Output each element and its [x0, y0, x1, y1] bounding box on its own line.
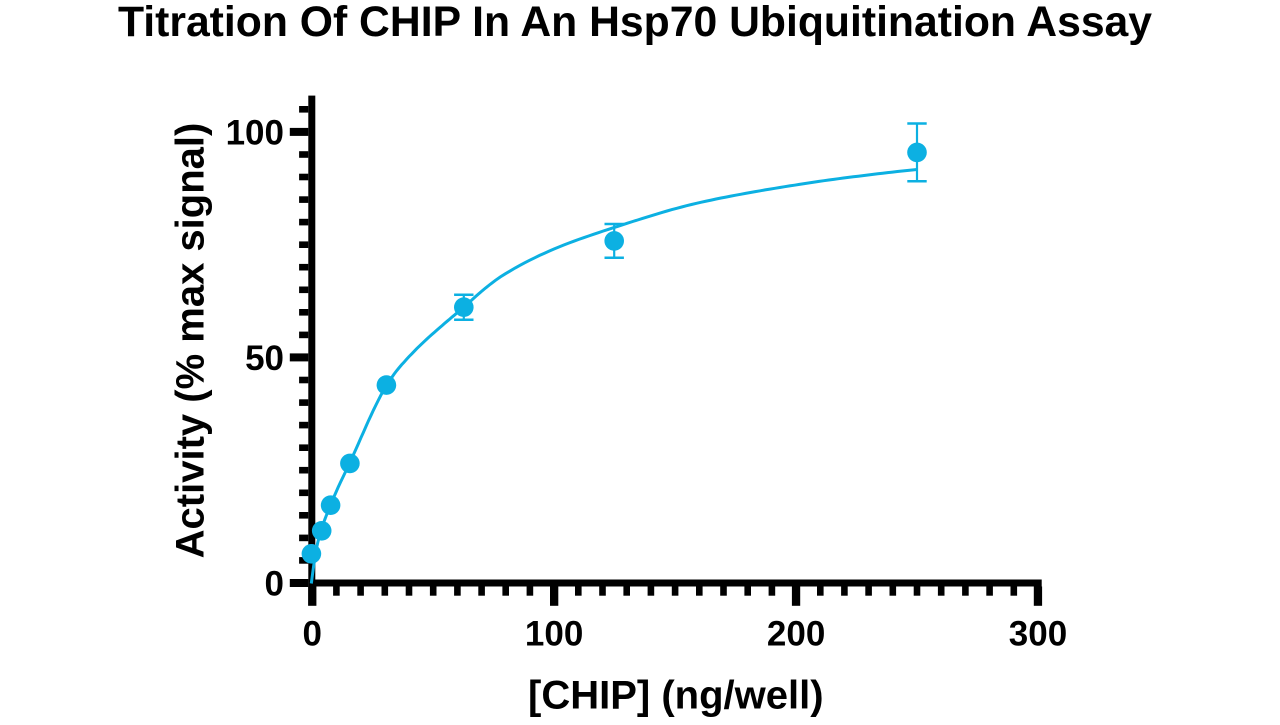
- svg-text:300: 300: [1009, 614, 1067, 653]
- svg-text:0: 0: [265, 565, 284, 604]
- svg-text:Titration Of CHIP In An Hsp70: Titration Of CHIP In An Hsp70 Ubiquitina…: [118, 0, 1152, 46]
- svg-text:0: 0: [302, 614, 321, 653]
- svg-text:100: 100: [525, 614, 583, 653]
- svg-text:[CHIP] (ng/well): [CHIP] (ng/well): [528, 674, 824, 718]
- svg-text:50: 50: [245, 339, 284, 378]
- svg-text:Activity (% max signal): Activity (% max signal): [169, 123, 213, 559]
- svg-text:200: 200: [767, 614, 825, 653]
- svg-text:100: 100: [226, 114, 284, 153]
